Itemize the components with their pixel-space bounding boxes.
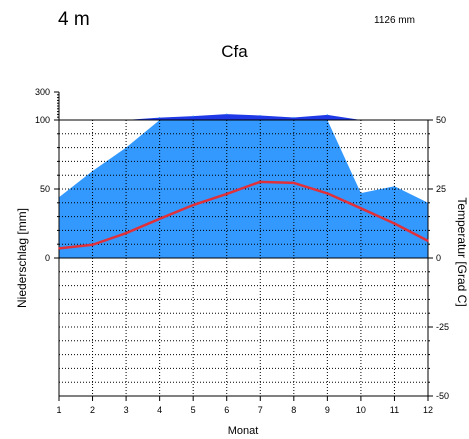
right-tick-label: 50 bbox=[436, 115, 446, 125]
climate-class-title: Cfa bbox=[221, 42, 248, 61]
temperature-line bbox=[58, 180, 429, 250]
left-tick-label: 100 bbox=[35, 115, 50, 125]
precipitation-point bbox=[226, 113, 228, 115]
elevation-label: 4 m bbox=[58, 9, 90, 30]
right-tick-label: 0 bbox=[436, 253, 441, 263]
temperature-series bbox=[58, 180, 429, 250]
temperature-point bbox=[360, 207, 362, 210]
y-axis-left-label: Niederschlag [mm] bbox=[15, 208, 29, 308]
temperature-point bbox=[192, 204, 194, 206]
y-axis-right-label: Temperatur [Grad C] bbox=[455, 197, 469, 306]
precipitation-point bbox=[326, 114, 328, 116]
temperature-point bbox=[58, 247, 60, 250]
x-tick-label: 11 bbox=[390, 405, 399, 415]
x-axis-label: Monat bbox=[228, 425, 259, 437]
x-tick-label: 10 bbox=[356, 405, 366, 415]
precipitation-point bbox=[159, 117, 161, 119]
temperature-point bbox=[158, 218, 161, 220]
temperature-point bbox=[125, 232, 127, 234]
x-tick-label: 5 bbox=[191, 405, 196, 415]
precipitation-point bbox=[192, 115, 194, 117]
temperature-point bbox=[225, 193, 228, 195]
left-tick-label: 300 bbox=[35, 87, 50, 97]
x-tick-label: 12 bbox=[423, 405, 433, 415]
precipitation-excess-area bbox=[59, 114, 428, 120]
temperature-point bbox=[427, 240, 429, 242]
left-tick-label: 0 bbox=[45, 253, 50, 263]
x-tick-label: 3 bbox=[124, 405, 129, 415]
temperature-point bbox=[293, 182, 295, 184]
x-tick-label: 2 bbox=[90, 405, 95, 415]
right-tick-label: 25 bbox=[436, 184, 446, 194]
x-tick-label: 7 bbox=[258, 405, 263, 415]
temperature-point bbox=[326, 192, 329, 195]
x-tick-label: 6 bbox=[224, 405, 229, 415]
left-tick-label: 50 bbox=[40, 184, 50, 194]
x-tick-label: 9 bbox=[325, 405, 330, 415]
temperature-point bbox=[91, 243, 94, 246]
annual-precipitation-label: 1126 mm bbox=[374, 15, 415, 26]
x-tick-label: 4 bbox=[157, 405, 162, 415]
right-tick-label: -25 bbox=[436, 322, 449, 332]
temperature-point bbox=[393, 222, 396, 225]
precipitation-point bbox=[259, 114, 261, 117]
x-tick-label: 8 bbox=[291, 405, 296, 415]
precipitation-point bbox=[293, 116, 295, 119]
temperature-point bbox=[259, 181, 262, 183]
x-tick-label: 1 bbox=[56, 405, 61, 415]
right-tick-label: -50 bbox=[436, 391, 449, 401]
